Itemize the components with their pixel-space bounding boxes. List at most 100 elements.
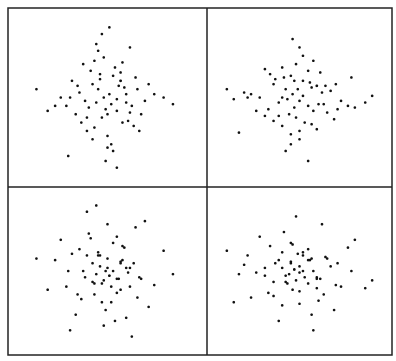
point xyxy=(334,283,338,287)
point xyxy=(53,104,57,108)
point xyxy=(113,66,117,69)
point xyxy=(35,87,38,91)
point xyxy=(289,132,293,136)
point xyxy=(272,294,275,298)
point xyxy=(284,149,287,153)
point xyxy=(102,56,106,59)
point xyxy=(280,266,284,270)
point xyxy=(306,159,310,163)
point xyxy=(317,299,320,302)
point xyxy=(124,266,128,270)
point xyxy=(119,260,122,263)
point xyxy=(68,328,72,332)
point xyxy=(111,241,115,245)
point xyxy=(325,257,329,260)
point xyxy=(268,244,272,248)
point xyxy=(136,87,139,91)
point xyxy=(370,279,374,282)
point xyxy=(100,116,104,119)
point xyxy=(329,89,332,93)
point xyxy=(100,282,104,285)
point xyxy=(286,97,289,101)
point xyxy=(119,288,122,292)
point xyxy=(332,117,336,121)
point xyxy=(128,266,132,270)
point xyxy=(263,67,267,71)
point xyxy=(119,79,122,83)
point xyxy=(346,104,350,108)
point xyxy=(128,46,132,49)
point xyxy=(298,289,301,293)
point xyxy=(334,82,338,86)
point xyxy=(98,72,102,76)
point xyxy=(35,257,38,260)
point xyxy=(96,87,100,91)
point xyxy=(249,92,253,96)
point xyxy=(277,319,281,323)
point xyxy=(171,272,175,276)
point xyxy=(147,82,150,86)
point xyxy=(91,82,94,86)
point xyxy=(137,275,141,279)
point xyxy=(301,94,305,98)
point xyxy=(109,285,113,288)
point xyxy=(81,62,85,66)
point xyxy=(65,104,68,108)
point xyxy=(258,96,262,99)
point xyxy=(272,280,275,284)
point xyxy=(74,112,78,116)
point xyxy=(336,107,339,111)
point xyxy=(272,82,275,86)
point xyxy=(296,87,300,91)
point xyxy=(310,86,313,89)
point xyxy=(298,302,301,306)
point xyxy=(320,91,324,94)
point xyxy=(298,99,301,103)
point xyxy=(277,101,281,104)
point xyxy=(267,291,270,295)
point xyxy=(106,112,109,116)
point xyxy=(98,265,102,268)
point xyxy=(273,77,277,81)
point xyxy=(94,272,98,276)
point xyxy=(115,109,119,113)
point xyxy=(70,79,74,83)
point xyxy=(119,71,122,74)
point xyxy=(139,112,143,116)
point xyxy=(104,269,107,273)
point xyxy=(126,271,130,274)
point xyxy=(115,277,119,281)
point xyxy=(106,146,109,149)
point xyxy=(303,121,306,124)
point xyxy=(312,328,315,332)
point xyxy=(162,249,165,253)
point xyxy=(232,97,236,101)
point xyxy=(232,300,236,304)
point xyxy=(280,124,284,128)
point xyxy=(128,285,132,288)
point xyxy=(306,258,310,262)
point xyxy=(93,293,96,296)
point xyxy=(59,96,63,99)
point xyxy=(91,137,94,141)
point xyxy=(286,282,289,285)
point xyxy=(89,236,92,240)
point xyxy=(370,94,374,98)
point xyxy=(85,210,89,214)
point xyxy=(294,215,298,218)
point xyxy=(301,250,305,254)
point xyxy=(350,269,353,273)
point xyxy=(94,204,98,207)
point xyxy=(280,250,284,254)
point xyxy=(85,254,89,257)
point xyxy=(284,274,287,277)
point xyxy=(289,142,293,146)
point xyxy=(100,32,104,36)
point xyxy=(115,235,119,238)
point xyxy=(294,62,298,66)
point xyxy=(315,286,319,290)
point xyxy=(93,282,96,285)
point xyxy=(134,76,137,79)
point xyxy=(273,261,277,265)
